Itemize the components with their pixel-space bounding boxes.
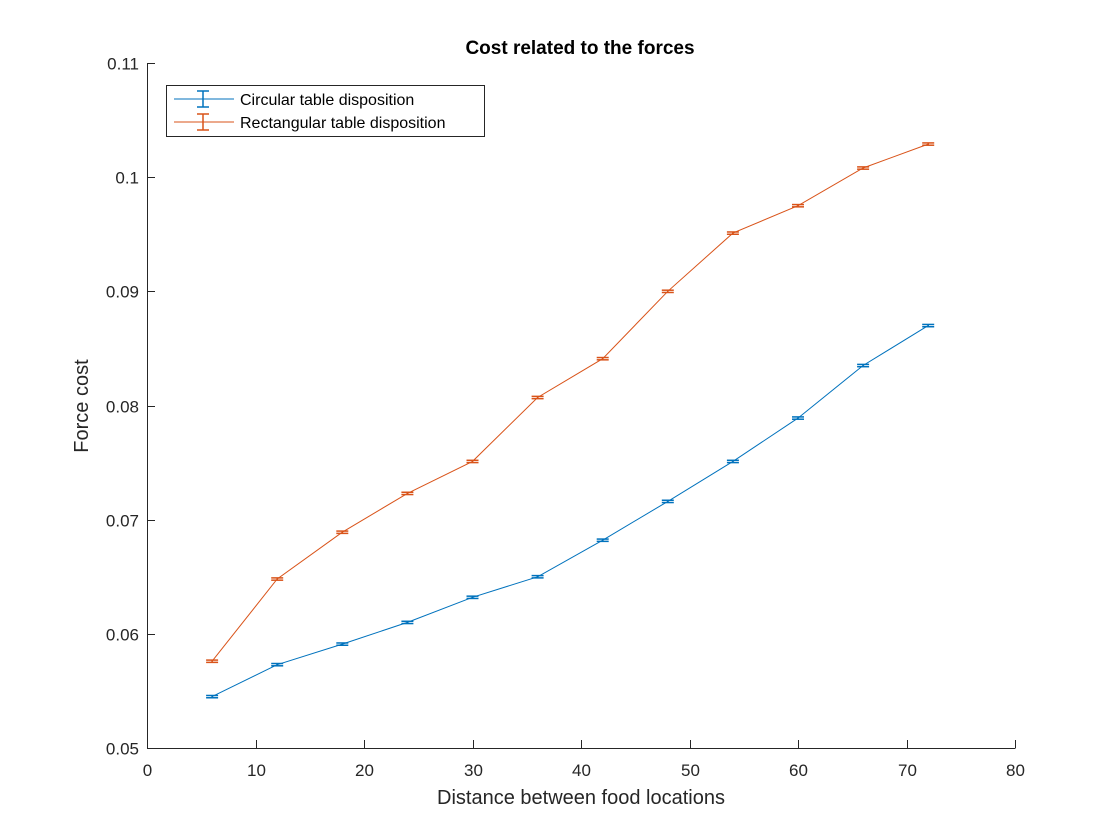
y-axis: 0.05 0.06 0.07 0.08 0.09 0.1 0.11 — [106, 55, 155, 759]
y-tick-label: 0.07 — [106, 512, 139, 531]
x-tick-label: 80 — [1006, 761, 1025, 780]
x-tick-label: 20 — [355, 761, 374, 780]
series-layer — [206, 142, 935, 699]
x-tick-label: 0 — [143, 761, 152, 780]
error-bar-point — [857, 363, 870, 368]
legend-box — [166, 85, 485, 137]
error-bar-point — [271, 662, 284, 667]
x-tick-label: 60 — [789, 761, 808, 780]
error-bar-point — [726, 459, 739, 464]
error-bar-point — [466, 459, 479, 464]
error-bar-point — [271, 577, 284, 581]
error-bar-point — [466, 595, 479, 600]
error-bar-point — [401, 491, 414, 496]
x-tick-label: 70 — [898, 761, 917, 780]
error-bar-point — [401, 620, 414, 625]
legend-entry-1: Circular table disposition — [174, 90, 414, 109]
y-tick-label: 0.08 — [106, 398, 139, 417]
x-tick-label: 10 — [247, 761, 266, 780]
error-bar-point — [726, 231, 739, 235]
error-bar-point — [596, 538, 609, 543]
error-bar-point — [206, 694, 219, 699]
x-axis: 0 10 20 30 40 50 60 70 80 — [143, 740, 1025, 780]
error-bar-point — [792, 416, 804, 420]
y-tick-label: 0.06 — [106, 626, 139, 645]
error-bar-point — [596, 356, 609, 361]
error-bar-point — [661, 499, 674, 504]
error-bar-point — [531, 574, 544, 579]
plot-area — [147, 63, 1015, 748]
legend-entry-2: Rectangular table disposition — [174, 113, 445, 132]
x-tick-label: 40 — [572, 761, 591, 780]
error-bar-point — [661, 289, 674, 294]
error-bar-point — [792, 203, 804, 208]
error-bar-point — [922, 323, 935, 328]
x-axis-label: Distance between food locations — [437, 787, 725, 809]
error-bar-point — [857, 166, 870, 170]
error-bar-point — [336, 642, 349, 646]
error-bar-point — [336, 530, 349, 535]
legend: Circular table disposition Rectangular ta… — [166, 85, 485, 137]
error-bar-point — [206, 659, 219, 664]
y-axis-label: Force cost — [71, 359, 93, 453]
error-bar-point — [531, 395, 544, 400]
y-tick-label: 0.1 — [115, 169, 139, 188]
chart-title: Cost related to the forces — [465, 38, 694, 59]
x-tick-label: 30 — [464, 761, 483, 780]
legend-label: Rectangular table disposition — [240, 115, 445, 132]
x-tick-label: 50 — [681, 761, 700, 780]
error-bar-point — [922, 142, 935, 146]
y-tick-label: 0.09 — [106, 283, 139, 302]
series-line-2 — [211, 143, 929, 662]
legend-label: Circular table disposition — [240, 92, 414, 109]
y-tick-label: 0.11 — [107, 55, 139, 74]
y-tick-label: 0.05 — [106, 740, 139, 759]
series-line-1 — [211, 325, 929, 698]
